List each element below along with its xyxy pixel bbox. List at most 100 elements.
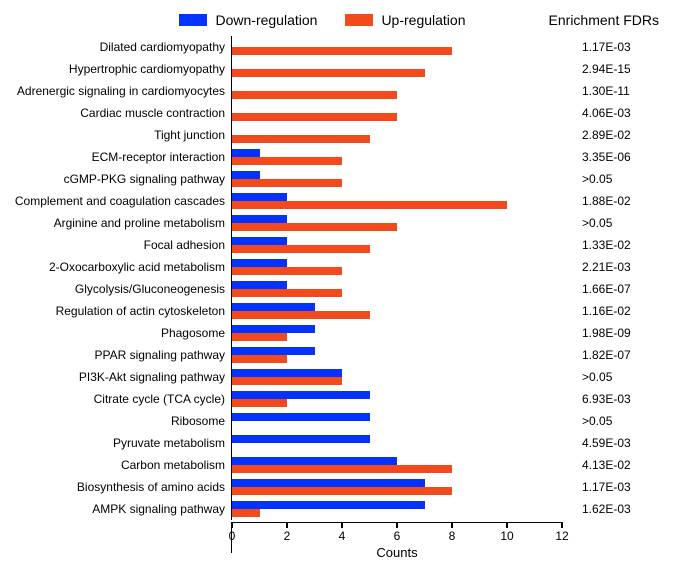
bar-up	[232, 245, 370, 253]
category-label: 2-Oxocarboxylic acid metabolism	[0, 260, 231, 274]
fdr-value: 1.33E-02	[562, 238, 682, 252]
data-row: Biosynthesis of amino acids1.17E-03	[0, 476, 685, 498]
x-tick	[341, 522, 343, 528]
data-row: Regulation of actin cytoskeleton 1.16E-02	[0, 300, 685, 322]
chart-container: Down-regulation Up-regulation Enrichment…	[0, 0, 685, 578]
bar-up	[232, 179, 342, 187]
fdr-value: >0.05	[562, 370, 682, 384]
bar-down	[232, 501, 425, 509]
bar-down	[232, 391, 370, 399]
category-label: cGMP-PKG signaling pathway	[0, 172, 231, 186]
x-tick	[396, 522, 398, 528]
data-row: PPAR signaling pathway 1.82E-07	[0, 344, 685, 366]
row-plot	[231, 432, 562, 454]
data-row: PI3K-Akt signaling pathway >0.05	[0, 366, 685, 388]
data-row: Pyruvate metabolism 4.59E-03	[0, 432, 685, 454]
fdr-value: 2.89E-02	[562, 128, 682, 142]
bar-up	[232, 399, 287, 407]
row-plot	[231, 102, 562, 124]
bar-up	[232, 311, 370, 319]
category-label: Regulation of actin cytoskeleton	[0, 304, 231, 318]
bar-up	[232, 377, 342, 385]
category-label: Dilated cardiomyopathy	[0, 40, 231, 54]
bar-down	[232, 413, 370, 421]
row-plot	[231, 36, 562, 58]
data-row: Adrenergic signaling in cardiomyocytes1.…	[0, 80, 685, 102]
data-row: Phagosome1.98E-09	[0, 322, 685, 344]
fdr-value: 3.35E-06	[562, 150, 682, 164]
bar-up	[232, 91, 397, 99]
fdr-value: 1.16E-02	[562, 304, 682, 318]
bar-down	[232, 303, 315, 311]
data-row: Tight junction2.89E-02	[0, 124, 685, 146]
fdr-value: 2.21E-03	[562, 260, 682, 274]
row-plot	[231, 234, 562, 256]
category-label: PI3K-Akt signaling pathway	[0, 370, 231, 384]
bar-up	[232, 465, 452, 473]
fdr-value: 4.06E-03	[562, 106, 682, 120]
x-tick-label: 8	[449, 529, 456, 543]
data-row: cGMP-PKG signaling pathway>0.05	[0, 168, 685, 190]
bar-down	[232, 237, 287, 245]
category-label: Focal adhesion	[0, 238, 231, 252]
row-plot	[231, 168, 562, 190]
x-tick	[506, 522, 508, 528]
x-tick	[451, 522, 453, 528]
fdr-value: >0.05	[562, 216, 682, 230]
row-plot	[231, 344, 562, 366]
data-row: Cardiac muscle contraction 4.06E-03	[0, 102, 685, 124]
data-row: Ribosome>0.05	[0, 410, 685, 432]
row-plot	[231, 256, 562, 278]
row-plot	[231, 58, 562, 80]
row-plot	[231, 498, 562, 520]
fdr-value: 1.88E-02	[562, 194, 682, 208]
bar-up	[232, 135, 370, 143]
legend-swatch-down	[179, 14, 207, 26]
x-axis: 024681012Counts	[0, 522, 685, 553]
row-plot	[231, 410, 562, 432]
legend-label-up: Up-regulation	[381, 12, 465, 28]
row-plot	[231, 124, 562, 146]
legend-swatch-up	[345, 14, 373, 26]
bar-up	[232, 267, 342, 275]
x-tick-label: 4	[339, 529, 346, 543]
bar-down	[232, 259, 287, 267]
x-tick	[561, 522, 563, 528]
fdr-value: 1.30E-11	[562, 84, 682, 98]
x-tick-label: 0	[229, 529, 236, 543]
category-label: Cardiac muscle contraction	[0, 106, 231, 120]
row-plot	[231, 278, 562, 300]
row-plot	[231, 322, 562, 344]
bar-up	[232, 157, 342, 165]
x-tick	[231, 522, 233, 528]
data-row: Dilated cardiomyopathy1.17E-03	[0, 36, 685, 58]
x-tick-label: 6	[394, 529, 401, 543]
row-plot	[231, 190, 562, 212]
category-label: Phagosome	[0, 326, 231, 340]
bar-down	[232, 281, 287, 289]
category-label: Complement and coagulation cascades	[0, 194, 231, 208]
legend-item-up: Up-regulation	[345, 12, 465, 28]
bar-up	[232, 47, 452, 55]
bar-down	[232, 479, 425, 487]
data-row: Focal adhesion 1.33E-02	[0, 234, 685, 256]
category-label: PPAR signaling pathway	[0, 348, 231, 362]
row-plot	[231, 366, 562, 388]
data-row: 2-Oxocarboxylic acid metabolism 2.21E-03	[0, 256, 685, 278]
category-label: Biosynthesis of amino acids	[0, 480, 231, 494]
bar-down	[232, 347, 315, 355]
legend-series: Down-regulation Up-regulation	[179, 12, 465, 28]
bar-up	[232, 333, 287, 341]
bar-down	[232, 369, 342, 377]
data-row: Hypertrophic cardiomyopathy2.94E-15	[0, 58, 685, 80]
fdr-value: 6.93E-03	[562, 392, 682, 406]
data-row: Citrate cycle (TCA cycle)6.93E-03	[0, 388, 685, 410]
bar-up	[232, 113, 397, 121]
fdr-value: 1.62E-03	[562, 502, 682, 516]
x-tick-label: 10	[500, 529, 513, 543]
fdr-value: 4.59E-03	[562, 436, 682, 450]
row-plot	[231, 80, 562, 102]
category-label: Pyruvate metabolism	[0, 436, 231, 450]
data-row: Glycolysis/Gluconeogenesis1.66E-07	[0, 278, 685, 300]
fdr-value: 1.82E-07	[562, 348, 682, 362]
